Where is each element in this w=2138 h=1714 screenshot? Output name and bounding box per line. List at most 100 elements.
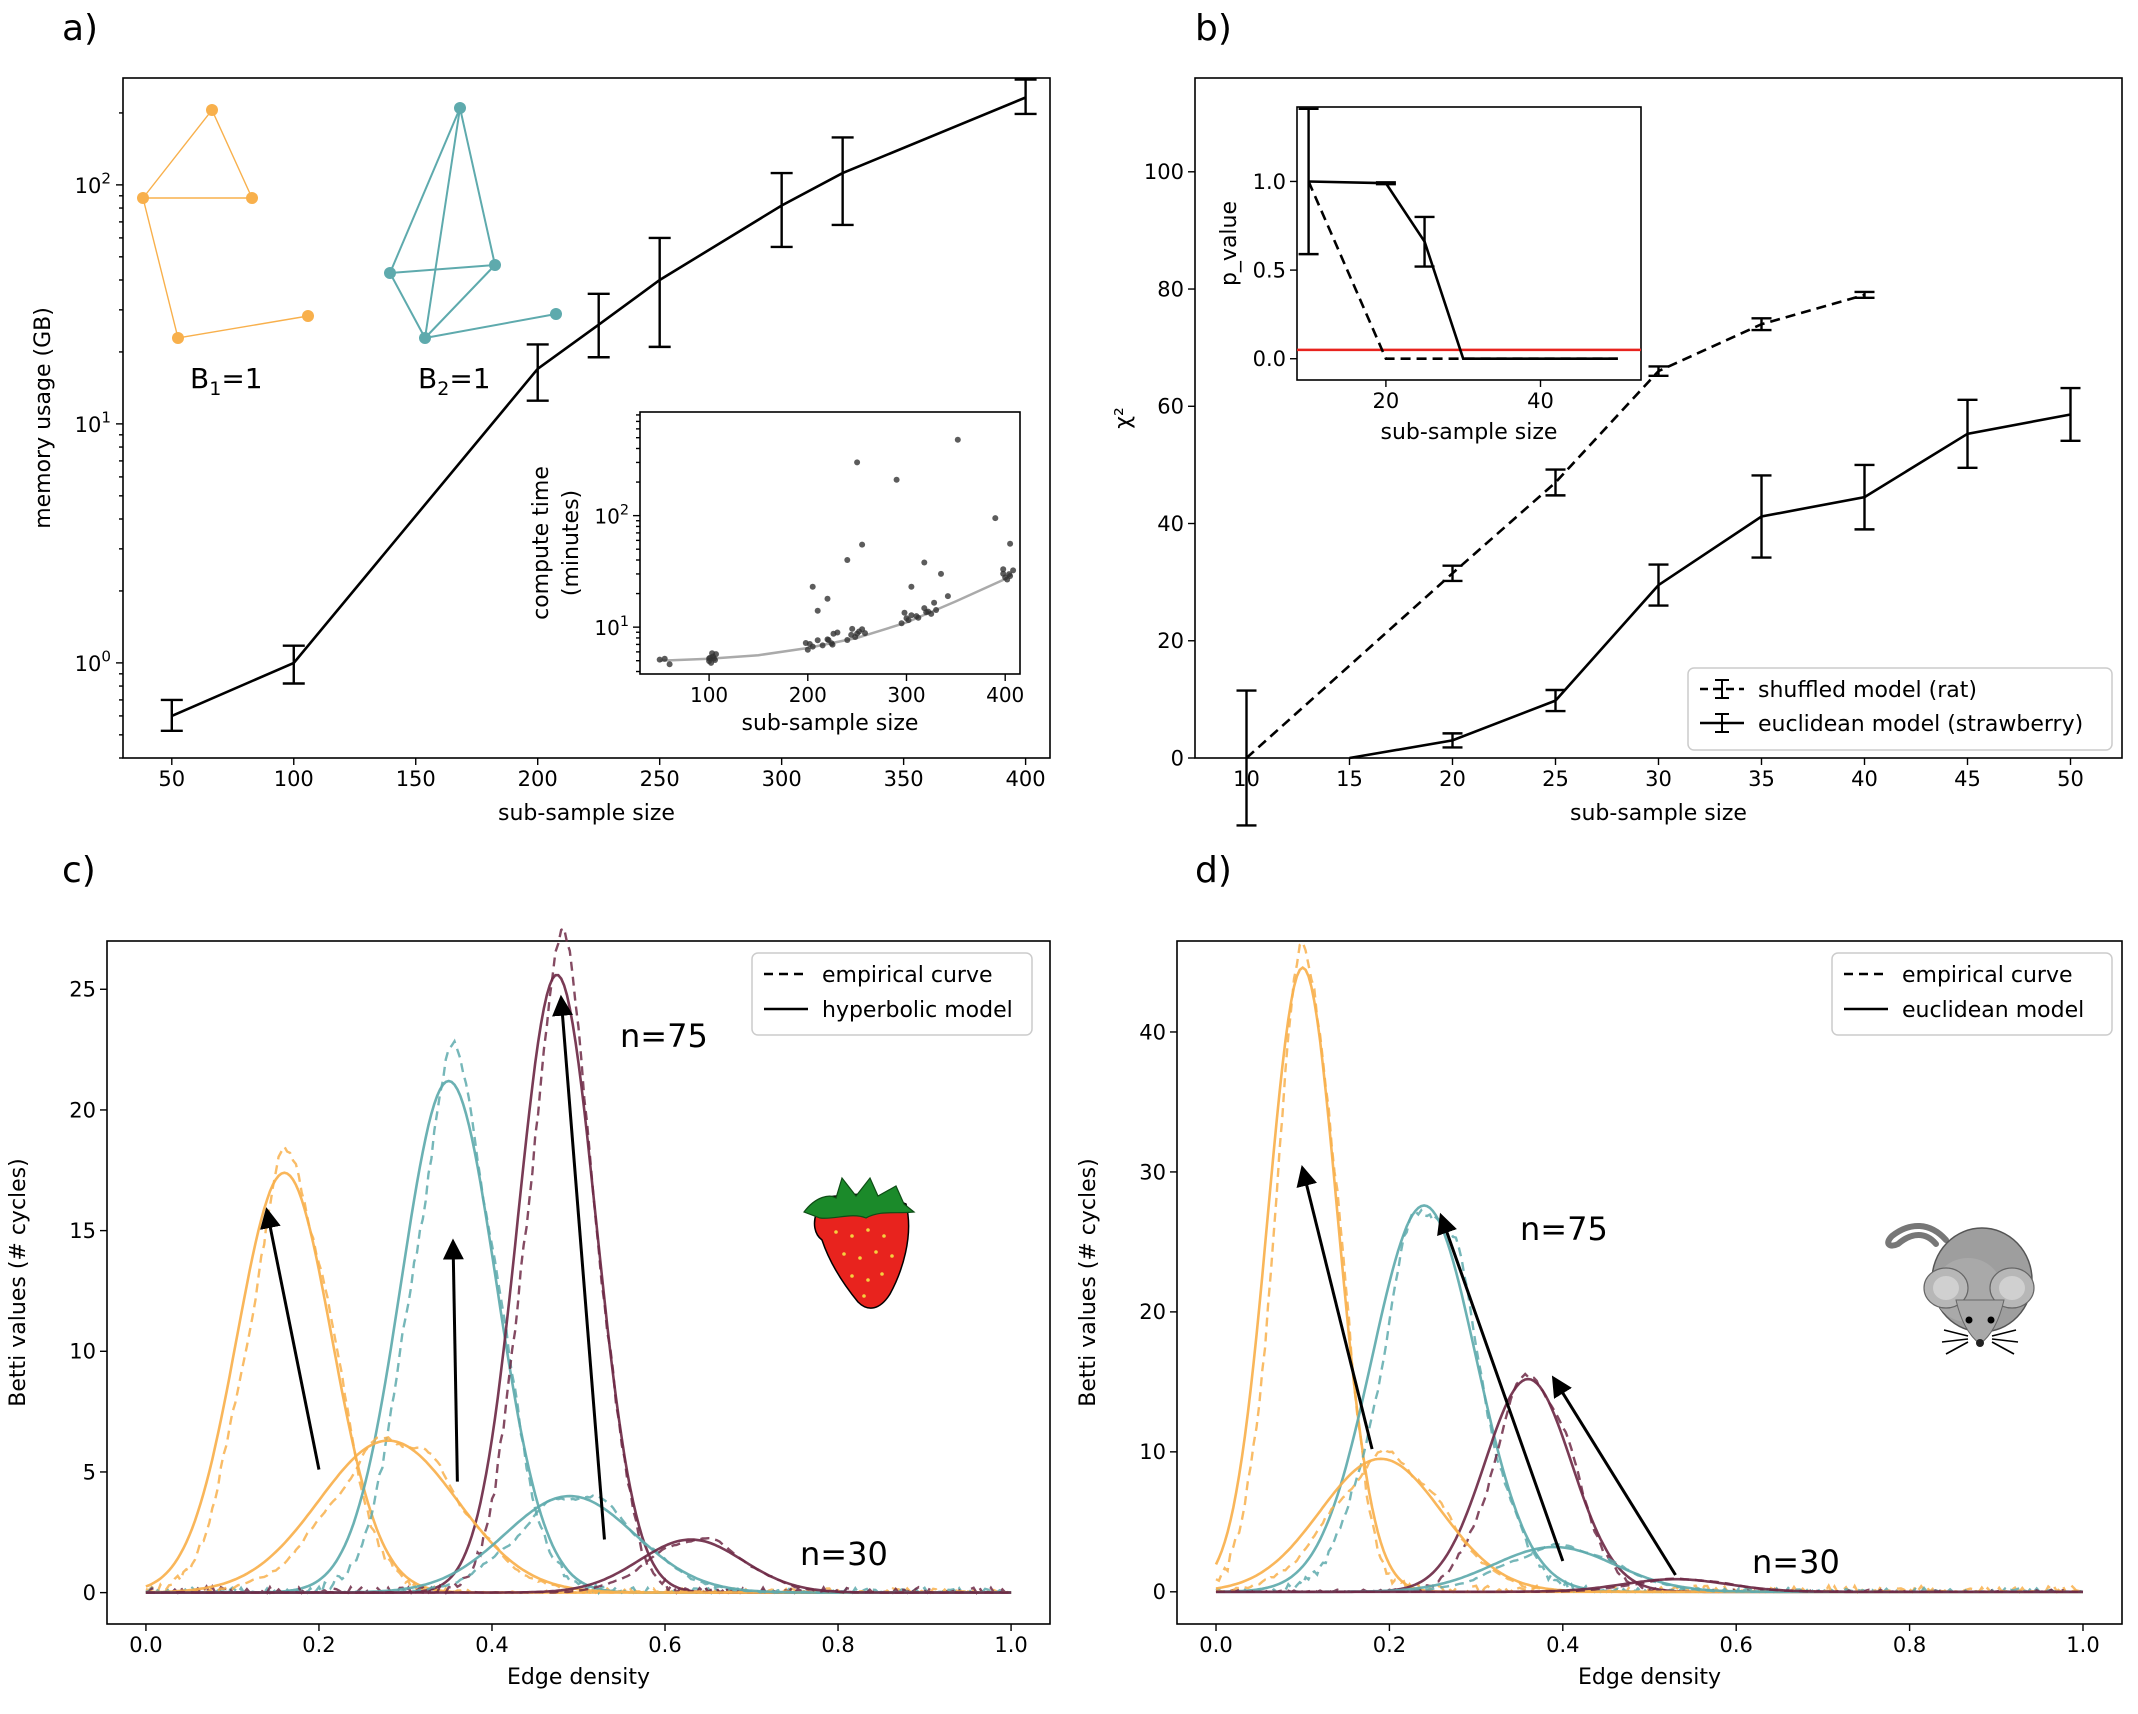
b-legend-errorbar-0 (1715, 679, 1729, 699)
a-xtick-label-3: 200 (518, 767, 558, 791)
a-ytick-label-0: 100 (75, 647, 111, 675)
b-legend-label-0: shuffled model (rat) (1758, 678, 1977, 703)
a-inset-point (712, 657, 718, 663)
a-errorbar-6 (831, 136, 854, 227)
b-xtick-label-2: 20 (1439, 767, 1466, 791)
b-series-0-errorbar-0 (1236, 689, 1257, 827)
b-series-0-errorbar-3 (1648, 365, 1669, 377)
panel-label-c: c) (62, 850, 96, 891)
b-series-1-errorbar-4 (1751, 474, 1772, 559)
panel-label-a: a) (62, 8, 98, 49)
b-legend-errorbar-1 (1715, 713, 1729, 733)
d-xtick-label-2: 0.4 (1546, 1633, 1579, 1657)
b-inset-series-0-line (1307, 180, 1618, 361)
a-inset-point (859, 541, 866, 548)
d-model-curve-2 (1216, 1377, 2083, 1594)
d-ytick-label-2: 20 (1139, 1300, 1166, 1324)
c-legend-label-1: hyperbolic model (822, 998, 1013, 1023)
d-arrow-0 (1296, 1165, 1374, 1450)
b-inset-series-1-line (1308, 180, 1618, 361)
d-xtick-label-3: 0.6 (1719, 1633, 1752, 1657)
panel-b-inset-p-value: 20 40 0.0 0.5 1.0 sub-sample size p_value (1217, 106, 1642, 445)
a-errorbar-1 (282, 644, 305, 685)
a-inset-point (1007, 573, 1014, 579)
b-xtick-label-6: 40 (1851, 767, 1878, 791)
b-series-0-errorbar-2 (1545, 468, 1566, 497)
b-inset-xtick-label-1: 40 (1527, 389, 1554, 413)
a-xtick-label-4: 250 (640, 767, 680, 791)
a-inset-point (656, 656, 663, 663)
d-plot-area (1176, 940, 2123, 1625)
b-legend-label-1: euclidean model (strawberry) (1758, 712, 2083, 737)
b-inset-ytick-label-1: 0.5 (1253, 258, 1286, 282)
b-inset-series-1-errorbar-0 (1298, 107, 1319, 256)
a-errorbar-4 (648, 236, 671, 349)
a-errorbar-2 (526, 343, 549, 402)
d-empirical-curve-3 (1215, 1447, 2084, 1594)
a-inset-point (814, 607, 821, 614)
a-inset-xtick-label-2: 300 (887, 683, 925, 707)
a-errorbar-5 (770, 171, 793, 249)
b-series-1-errorbar-7 (2060, 386, 2081, 443)
b-inset-series-1-errorbar-2 (1414, 215, 1435, 268)
c-xtick-label-5: 1.0 (994, 1633, 1027, 1657)
panel-a-memory-chart: 50 100 150 200 250 300 350 400 100 101 102 sub-samp… (31, 77, 1051, 826)
a-inset-point (908, 583, 915, 590)
a-inset-point (844, 637, 851, 643)
b-series-1-line (1349, 413, 2071, 760)
a-inset-point (928, 610, 935, 617)
b-legend: shuffled model (rat) euclidean model (str… (1687, 667, 2113, 751)
a-xtick-label-0: 50 (158, 767, 185, 791)
b2-label: B2=1 (418, 362, 491, 400)
b-legend-box (1687, 667, 2113, 751)
b-inset-xtick-label-0: 20 (1373, 389, 1400, 413)
a-inset-xtick-label-0: 100 (690, 683, 728, 707)
b-xtick-label-4: 30 (1645, 767, 1672, 791)
a-inset-point (804, 646, 811, 653)
b-ytick-label-4: 80 (1157, 277, 1184, 301)
a-inset-point (898, 620, 905, 627)
a-ytick-label-1: 101 (75, 408, 111, 436)
panel-a-plot-area (122, 77, 1051, 759)
a-xtick-label-2: 150 (396, 767, 436, 791)
panel-c-betti-strawberry: 0.0 0.2 0.4 0.6 0.8 1.0 0 5 10 15 20 25 Edge density… (6, 926, 1051, 1690)
a-inset-point (893, 476, 900, 483)
b-xtick-label-7: 45 (1954, 767, 1981, 791)
a-inset-xtick-label-1: 200 (789, 683, 827, 707)
a-inset-point (862, 630, 868, 637)
d-xtick-label-0: 0.0 (1199, 1633, 1232, 1657)
d-empirical-curve-5 (1215, 1577, 2083, 1594)
panel-b-plot-area (1194, 77, 2123, 759)
a-inset-point (834, 629, 841, 636)
a-errorbar-3 (587, 292, 610, 359)
c-xtick-label-1: 0.2 (302, 1633, 335, 1657)
a-xtick-label-5: 300 (762, 767, 802, 791)
a-inset-trend-line (659, 577, 1006, 662)
a-inset-ylabel-2: (minutes) (559, 490, 584, 596)
b-series-1-errorbar-6 (1957, 398, 1978, 470)
c-ytick-label-4: 20 (69, 1098, 96, 1122)
b-xtick-label-5: 35 (1748, 767, 1775, 791)
b-series-0-errorbar-5 (1854, 290, 1875, 300)
b-ytick-label-1: 20 (1157, 629, 1184, 653)
b-ytick-label-5: 100 (1144, 160, 1184, 184)
c-label-n75: n=75 (620, 1017, 708, 1055)
c-empirical-curve-3 (145, 1435, 1012, 1594)
a-inset-plot-area (639, 411, 1021, 675)
a-inset-point (905, 617, 912, 624)
graph-b1-drawing (137, 104, 314, 344)
c-arrow-2 (552, 994, 606, 1540)
panel-a-inset-compute-time: 100 200 300 400 101 102 sub-sample size compute… (529, 411, 1024, 736)
c-ytick-label-3: 15 (69, 1219, 96, 1243)
a-ylabel: memory usage (GB) (31, 307, 56, 529)
a-xtick-label-7: 400 (1006, 767, 1046, 791)
d-xlabel: Edge density (1578, 1665, 1721, 1690)
a-inset-point (933, 607, 940, 613)
d-legend-label-0: empirical curve (1902, 963, 2073, 988)
a-inset-point (809, 643, 816, 650)
b-series-1-errorbar-5 (1854, 463, 1875, 531)
d-legend-box (1831, 952, 2113, 1036)
panel-label-d: d) (1195, 850, 1232, 891)
d-arrow-2 (1551, 1375, 1677, 1576)
c-empirical-curve-1 (145, 1038, 1012, 1596)
